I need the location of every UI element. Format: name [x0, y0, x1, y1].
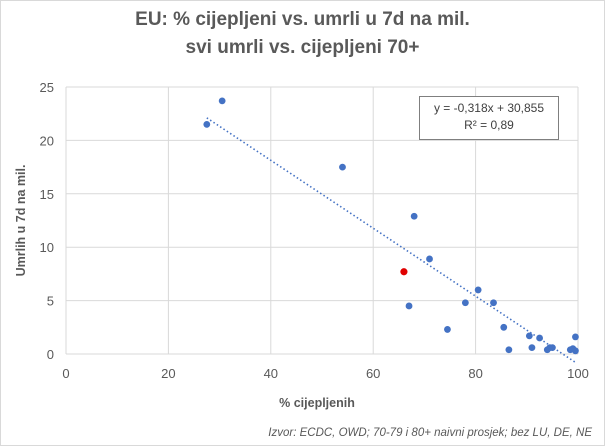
y-tick-label: 10: [40, 240, 54, 255]
y-tick-label: 5: [47, 294, 54, 309]
data-point: [572, 347, 579, 355]
data-point: [410, 212, 418, 220]
data-point: [444, 326, 451, 333]
trendline-r-squared: R² = 0,89: [464, 118, 514, 132]
chart-title-line-1: EU: % cijepljeni vs. umrli u 7d na mil.: [135, 9, 470, 30]
x-tick-label: 60: [366, 366, 380, 381]
x-tick-label: 100: [567, 366, 589, 381]
chart-title-line-2: svi umrli vs. cijepljeni 70+: [185, 37, 420, 58]
data-point: [405, 302, 413, 310]
data-point: [500, 323, 508, 331]
x-tick-label: 80: [468, 366, 482, 381]
y-axis-title: Umrlih u 7d na mil.: [14, 165, 28, 277]
data-point: [572, 333, 579, 341]
trendline-equation: y = -0,318x + 30,855: [433, 101, 545, 115]
data-point: [474, 286, 482, 294]
data-point: [339, 163, 346, 171]
y-tick-label: 20: [40, 133, 54, 148]
source-note: Izvor: ECDC, OWD; 70-79 i 80+ naivni pro…: [268, 427, 592, 439]
data-point: [203, 120, 211, 128]
data-point: [490, 299, 497, 307]
x-tick-label: 20: [161, 366, 175, 381]
trendline-equation-box: y = -0,318x + 30,855 R² = 0,89: [419, 96, 559, 140]
y-tick-label: 0: [47, 347, 54, 362]
y-tick-label: 15: [40, 187, 54, 202]
data-point: [549, 344, 556, 351]
data-point: [218, 97, 226, 105]
y-tick-label: 25: [40, 80, 54, 95]
data-point: [528, 344, 536, 351]
x-axis-title: % cijepljenih: [279, 396, 355, 410]
x-tick-label: 40: [264, 366, 278, 381]
data-point: [505, 346, 513, 354]
x-tick-label: 0: [62, 366, 69, 381]
data-points: [203, 97, 579, 355]
trendline: [206, 117, 576, 364]
data-point: [461, 299, 469, 307]
data-point: [525, 332, 533, 340]
axis-labels: 0 5 10 15 20 25 0 20 40 60 80 100: [40, 80, 589, 381]
data-point: [426, 255, 433, 263]
data-point: [536, 334, 543, 342]
highlight-point: [400, 268, 408, 276]
